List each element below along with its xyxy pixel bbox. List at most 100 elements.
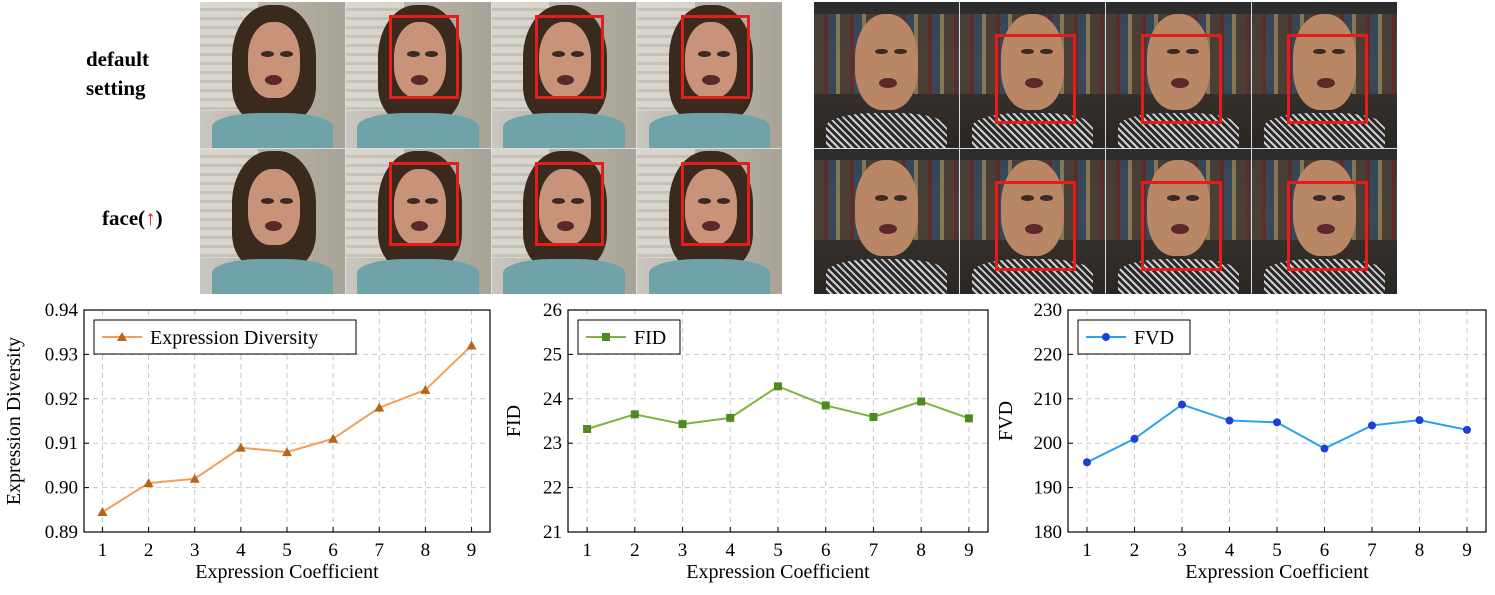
x-tick-label: 5 (773, 540, 783, 561)
x-tick-label: 4 (1225, 540, 1235, 561)
x-tick-label: 3 (190, 540, 200, 561)
x-tick-label: 6 (821, 540, 831, 561)
y-tick-label: 25 (543, 344, 562, 365)
legend-marker (602, 333, 610, 341)
face-highlight-box (1140, 180, 1222, 271)
video-frame-subject-a (637, 148, 782, 294)
x-tick-label: 8 (1415, 540, 1425, 561)
y-tick-label: 22 (543, 478, 562, 499)
image-grid-subject-b (814, 2, 1397, 294)
x-axis-label: Expression Coefficient (195, 561, 379, 583)
row-label-line2: setting (86, 76, 146, 100)
face-highlight-box (994, 34, 1076, 125)
data-point (235, 442, 246, 452)
face-highlight-box (534, 15, 605, 100)
row-label-default-setting: default setting (86, 45, 149, 103)
y-tick-label: 24 (543, 389, 563, 410)
x-tick-label: 9 (1462, 540, 1472, 561)
y-axis-label: FID (503, 405, 525, 437)
x-tick-label: 2 (144, 540, 154, 561)
image-grid-subject-a (200, 2, 782, 294)
data-point (774, 382, 782, 391)
video-frame-subject-a (200, 2, 345, 148)
legend-marker (117, 332, 127, 341)
y-axis-label: FVD (996, 401, 1017, 441)
video-frame-subject-a (200, 148, 345, 294)
y-tick-label: 220 (1034, 344, 1063, 365)
x-tick-label: 7 (375, 540, 385, 561)
x-tick-label: 1 (98, 540, 108, 561)
y-tick-label: 230 (1034, 300, 1063, 321)
x-axis-label: Expression Coefficient (686, 561, 870, 583)
chart-fvd: 180 190 200 210 220 230 1 2 3 4 5 6 7 8 9 Expression Co… (996, 300, 1487, 583)
y-tick-label: 21 (543, 522, 562, 543)
y-tick-label: 0.93 (45, 344, 78, 365)
x-tick-label: 7 (869, 540, 879, 561)
face-highlight-box (389, 15, 459, 100)
y-tick-label: 180 (1034, 522, 1063, 543)
data-point (374, 402, 385, 412)
data-point (328, 433, 339, 443)
legend-label: FID (634, 327, 666, 349)
video-frame-subject-a (491, 2, 637, 148)
y-axis-label: Expression Diversity (3, 337, 25, 505)
x-tick-label: 8 (916, 540, 926, 561)
data-point (282, 447, 292, 457)
video-frame-subject-a (637, 2, 782, 148)
legend-label: Expression Diversity (150, 327, 318, 349)
x-tick-label: 6 (1320, 540, 1330, 561)
x-tick-label: 6 (328, 540, 338, 561)
y-tick-label: 0.94 (45, 300, 79, 321)
data-point (917, 397, 926, 406)
data-point (466, 340, 477, 350)
face-highlight-box (1140, 34, 1222, 125)
x-tick-label: 9 (467, 540, 477, 561)
data-point (821, 401, 830, 410)
video-frame-subject-b (814, 148, 959, 294)
x-tick-label: 5 (1272, 540, 1282, 561)
data-point (1130, 434, 1139, 443)
row-label-face-up: face(↑) (102, 204, 163, 233)
video-frame-subject-b (1106, 2, 1251, 148)
data-point (1178, 400, 1186, 409)
x-tick-label: 9 (964, 540, 974, 561)
y-tick-label: 0.90 (45, 478, 78, 499)
data-point (1225, 416, 1234, 425)
up-arrow-icon: ↑ (145, 206, 156, 230)
chart-expression-diversity: 0.89 0.90 0.91 0.92 0.93 0.94 1 2 3 4 5 6 7 8 9 Express… (3, 300, 491, 583)
y-tick-label: 26 (543, 300, 562, 321)
face-highlight-box (389, 161, 459, 246)
face-highlight-box (680, 161, 751, 246)
x-tick-label: 4 (726, 540, 736, 561)
x-tick-label: 1 (1082, 540, 1092, 561)
video-frame-subject-b (960, 2, 1105, 148)
face-highlight-box (1286, 34, 1368, 125)
x-tick-label: 2 (1130, 540, 1140, 561)
x-tick-label: 3 (678, 540, 688, 561)
video-frame-subject-a (491, 148, 637, 294)
video-frame-subject-b (814, 2, 959, 148)
video-frame-subject-b (1252, 2, 1397, 148)
data-point (97, 507, 108, 517)
row-label-face-prefix: face( (102, 206, 146, 230)
data-point (143, 478, 154, 488)
x-tick-label: 8 (421, 540, 431, 561)
video-frame-subject-b (960, 148, 1105, 294)
data-point (726, 413, 735, 422)
data-point (678, 420, 687, 429)
x-tick-label: 4 (236, 540, 246, 561)
y-tick-label: 23 (543, 433, 562, 454)
x-tick-label: 3 (1177, 540, 1187, 561)
data-point (1368, 421, 1376, 430)
video-frame-subject-b (1106, 148, 1251, 294)
data-point (1273, 418, 1281, 427)
video-frame-subject-a (345, 148, 491, 294)
x-tick-label: 7 (1367, 540, 1377, 561)
legend-label: FVD (1134, 327, 1174, 349)
x-tick-label: 5 (282, 540, 292, 561)
y-tick-label: 0.91 (45, 433, 78, 454)
face-highlight-box (994, 180, 1076, 271)
data-point (964, 414, 973, 423)
data-point (1463, 425, 1471, 434)
